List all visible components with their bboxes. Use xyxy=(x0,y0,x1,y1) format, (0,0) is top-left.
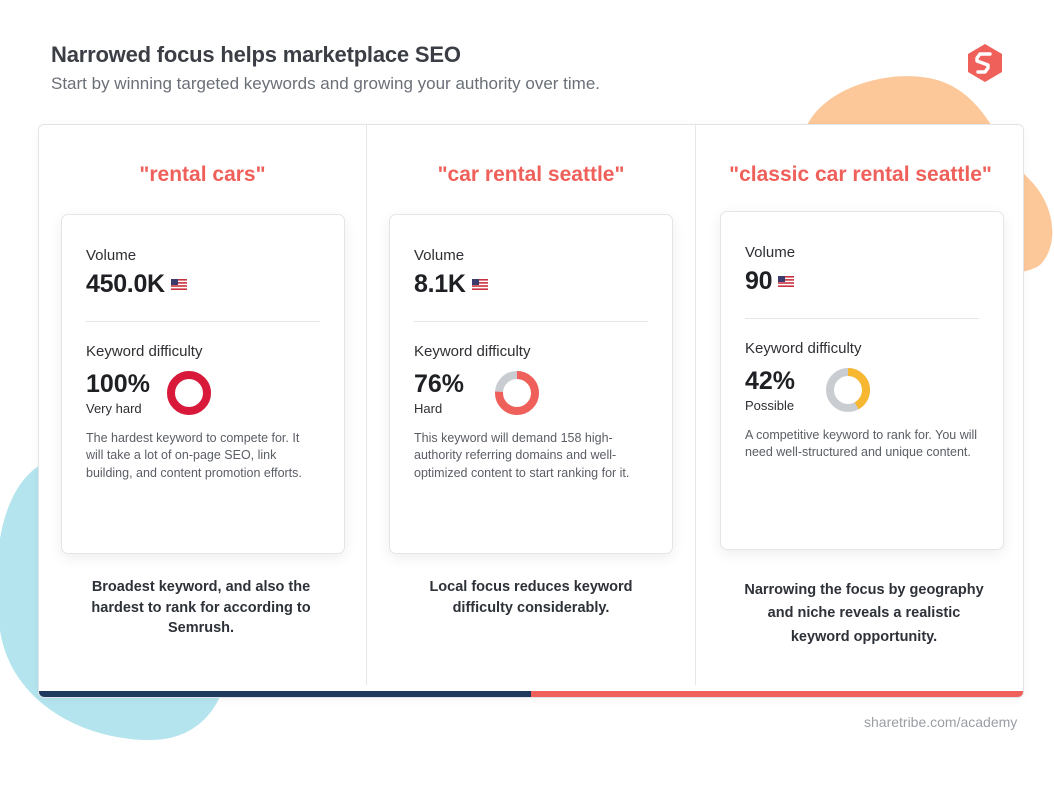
column-divider xyxy=(695,125,696,685)
volume-value: 8.1K xyxy=(414,270,466,298)
difficulty-level: Very hard xyxy=(86,401,142,416)
source-footer: sharetribe.com/academy xyxy=(864,714,1018,730)
page-title: Narrowed focus helps marketplace SEO xyxy=(51,42,461,67)
volume-label: Volume xyxy=(745,244,796,261)
volume-value: 90 xyxy=(745,267,773,295)
difficulty-description: This keyword will demand 158 high-author… xyxy=(414,431,630,480)
us-flag-icon xyxy=(170,279,187,290)
difficulty-description: The hardest keyword to compete for. It w… xyxy=(86,431,302,480)
difficulty-donut xyxy=(826,368,870,412)
column-divider xyxy=(366,125,367,685)
column-caption: Local focus reduces keyword difficulty c… xyxy=(429,579,633,616)
keyword-title: "classic car rental seattle" xyxy=(729,163,992,186)
difficulty-description: A competitive keyword to rank for. You w… xyxy=(745,428,978,460)
keyword-card: Volume 90 Keyword difficulty 42% Possibl… xyxy=(720,211,1004,550)
difficulty-percent: 100% xyxy=(86,370,150,398)
card-divider xyxy=(414,321,648,322)
volume-label: Volume xyxy=(86,247,137,264)
comparison-panel: "rental cars" Volume 450.0K Keyword diff… xyxy=(38,124,1024,698)
difficulty-label: Keyword difficulty xyxy=(86,343,203,360)
card-divider xyxy=(86,321,320,322)
difficulty-label: Keyword difficulty xyxy=(414,343,531,360)
header: Narrowed focus helps marketplace SEO Sta… xyxy=(51,42,600,94)
difficulty-label: Keyword difficulty xyxy=(745,340,862,357)
volume-label: Volume xyxy=(414,247,465,264)
bottom-bar-red xyxy=(531,691,1023,697)
page-subtitle: Start by winning targeted keywords and g… xyxy=(51,74,600,93)
difficulty-percent: 42% xyxy=(745,367,796,395)
keyword-title: "rental cars" xyxy=(139,163,266,186)
difficulty-level: Hard xyxy=(414,401,443,416)
difficulty-percent: 76% xyxy=(414,370,465,398)
keyword-card: Volume 450.0K Keyword difficulty 100% Ve… xyxy=(61,214,345,554)
difficulty-arc xyxy=(495,371,539,415)
difficulty-arc xyxy=(826,368,870,412)
keyword-title: "car rental seattle" xyxy=(437,163,625,186)
column-caption: Narrowing the focus by geography and nic… xyxy=(744,582,984,645)
difficulty-donut xyxy=(167,371,211,415)
volume-value: 450.0K xyxy=(86,270,165,298)
difficulty-level: Possible xyxy=(745,398,795,413)
us-flag-icon xyxy=(778,276,795,287)
difficulty-arc xyxy=(167,371,211,415)
us-flag-icon xyxy=(471,279,488,290)
keyword-card: Volume 8.1K Keyword difficulty 76% Hard … xyxy=(389,214,673,554)
difficulty-donut xyxy=(495,371,539,415)
bottom-bar-navy xyxy=(39,691,531,697)
sharetribe-logo-icon xyxy=(968,44,1002,82)
column-caption: Broadest keyword, and also the hardest t… xyxy=(91,579,311,637)
card-divider xyxy=(745,318,979,319)
